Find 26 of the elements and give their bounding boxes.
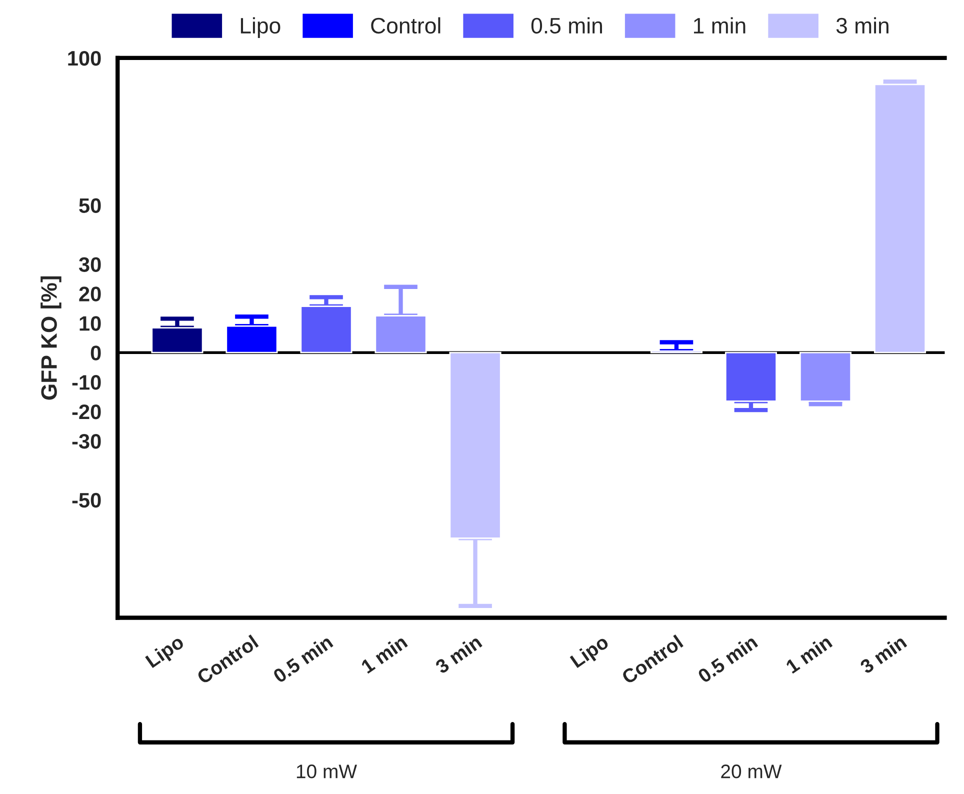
y-tick-label: 10 xyxy=(80,316,101,331)
legend-label: Lipo xyxy=(240,17,280,38)
x-tick-label: Lipo xyxy=(144,634,187,672)
x-tick-label: 1 min xyxy=(784,634,833,674)
y-tick-label: -10 xyxy=(72,375,101,390)
y-tick-label: -20 xyxy=(72,404,101,420)
y-tick-label: 100 xyxy=(68,50,101,66)
y-axis-title: GFP KO [%] xyxy=(40,276,62,400)
legend-label: 3 min xyxy=(836,17,888,34)
y-tick-label: 20 xyxy=(79,286,101,302)
text: 10 mW xyxy=(296,764,357,778)
legend-label: Control xyxy=(371,17,440,34)
x-tick-label: 3 min xyxy=(858,634,908,674)
x-tick-label: Lipo xyxy=(569,634,612,672)
x-tick-label: 0.5 min xyxy=(696,634,758,684)
x-tick-label: 3 min xyxy=(434,634,482,674)
x-tick-label: 0.5 min xyxy=(272,634,334,684)
legend-label: 0.5 min xyxy=(531,17,602,34)
y-tick-label: 50 xyxy=(79,198,101,214)
y-tick-label: -30 xyxy=(72,434,101,449)
y-tick-label: -50 xyxy=(72,492,101,508)
y-tick-label: 30 xyxy=(78,257,101,272)
text: 20 mW xyxy=(721,764,782,778)
y-tick-label: 0 xyxy=(90,346,101,360)
x-tick-label: 1 min xyxy=(360,634,408,674)
legend-label: 1 min xyxy=(694,17,746,34)
